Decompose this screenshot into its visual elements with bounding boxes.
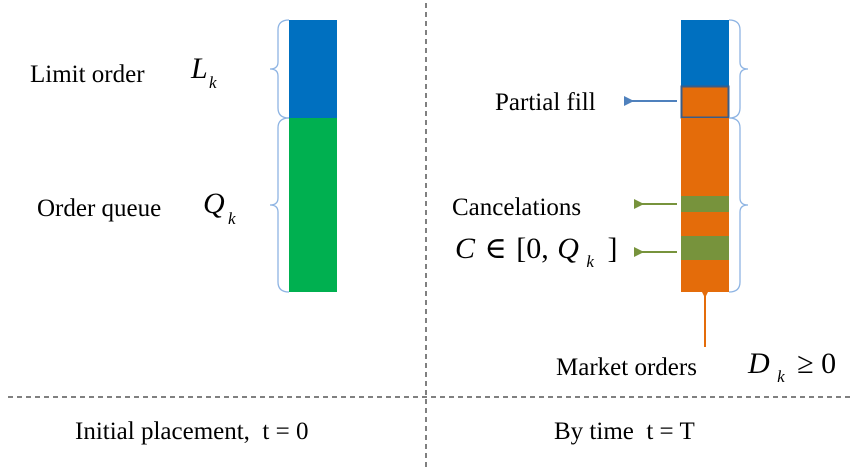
cancel-queue-subscript: k xyxy=(586,252,594,271)
limit-order-block xyxy=(289,20,337,118)
cancel-interval-open: [0, xyxy=(516,232,549,265)
market-relation: ≥ 0 xyxy=(797,347,836,380)
order-queue-label: Order queue xyxy=(37,195,161,222)
partial-fill-outline xyxy=(680,85,730,119)
cancelation-band-1 xyxy=(681,196,729,212)
cancel-interval-close: ] xyxy=(607,232,617,265)
partial-fill-block xyxy=(681,86,729,118)
market-symbol: D xyxy=(747,347,770,380)
cancelations-label: Cancelations xyxy=(452,194,581,221)
cancel-queue-symbol: Q xyxy=(557,232,579,265)
cancelation-formula: C ∈ [0, Q k ] xyxy=(455,232,617,274)
order-queue-brace xyxy=(269,117,290,293)
remaining-limit-block xyxy=(681,20,729,86)
cancel-symbol: C xyxy=(455,232,476,265)
order-queue-symbol: Q xyxy=(203,187,225,220)
right-caption: By time t = T xyxy=(554,418,695,445)
order-queue-subscript: k xyxy=(228,209,236,228)
market-orders-label: Market orders xyxy=(556,354,697,381)
limit-order-brace-right xyxy=(728,19,749,119)
cancel-relation: ∈ xyxy=(485,232,507,265)
market-subscript: k xyxy=(777,367,785,386)
limit-order-brace xyxy=(269,19,290,119)
limit-order-label: Limit order xyxy=(30,61,145,88)
partial-fill-label: Partial fill xyxy=(495,89,596,116)
limit-order-symbol: L xyxy=(190,52,208,85)
limit-order-subscript: k xyxy=(209,73,217,92)
left-caption: Initial placement, t = 0 xyxy=(75,418,308,445)
order-queue-block xyxy=(289,118,337,292)
market-orders-formula: D k ≥ 0 xyxy=(747,347,836,389)
cancelation-band-2 xyxy=(681,236,729,260)
order-queue-brace-right xyxy=(728,117,749,293)
